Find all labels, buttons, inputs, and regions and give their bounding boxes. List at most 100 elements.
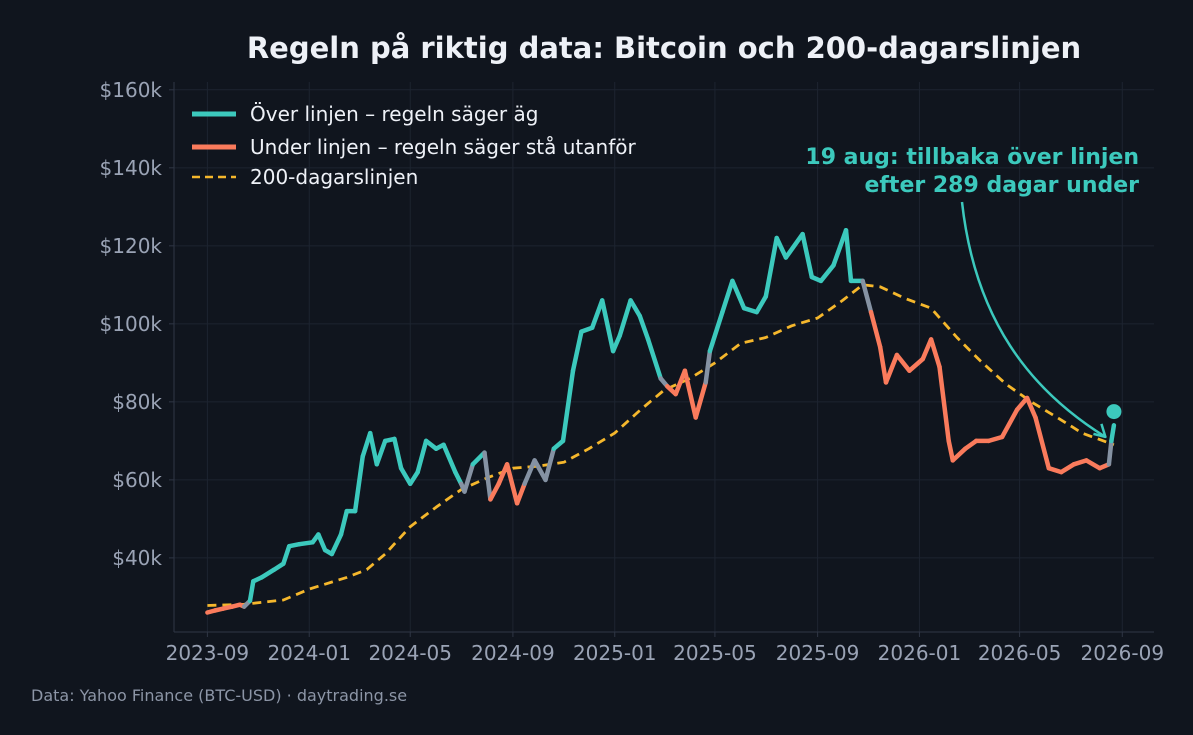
price-segment-above: [763, 235, 779, 299]
price-segment-above: [462, 462, 476, 494]
price-segment-above: [730, 278, 747, 311]
price-segment-above: [589, 298, 605, 330]
annotation-line-2: efter 289 dagar under: [864, 173, 1139, 198]
annotation-arrowhead: [1093, 423, 1107, 439]
x-tick-label: 2023-09: [166, 641, 250, 665]
y-tick-label: $80k: [112, 390, 162, 414]
price-segment-above: [441, 442, 458, 475]
price-segment-below: [877, 344, 889, 385]
x-tick-label: 2025-01: [573, 641, 657, 665]
price-segment-above: [703, 348, 713, 385]
y-tick-label: $40k: [112, 546, 162, 570]
x-tick-label: 2025-05: [673, 641, 757, 665]
source-caption: Data: Yahoo Finance (BTC-USD) · daytradi…: [31, 686, 407, 705]
x-tick-label: 2026-05: [978, 641, 1062, 665]
price-segment-above: [296, 540, 315, 547]
x-tick-label: 2024-01: [267, 641, 351, 665]
y-tick-label: $100k: [100, 312, 163, 336]
price-segment-below: [946, 438, 956, 463]
price-segment-below: [532, 458, 548, 483]
price-segment-above: [329, 532, 344, 557]
price-segment-below: [928, 337, 942, 370]
x-tick-label: 2026-01: [878, 641, 962, 665]
price-segment-above: [367, 430, 380, 467]
price-segment-above: [774, 235, 789, 260]
x-tick-label: 2024-09: [471, 641, 555, 665]
x-tick-label: 2026-09: [1080, 641, 1164, 665]
legend-label-below: Under linjen – regeln säger stå utanför: [250, 135, 636, 159]
price-segment-above: [543, 446, 557, 483]
price-segment-below: [1084, 458, 1102, 471]
price-series: [205, 227, 1122, 615]
price-segment-above: [599, 298, 616, 354]
price-segment-below: [482, 450, 493, 502]
price-segment-above: [407, 469, 420, 487]
price-segment-above: [1109, 423, 1117, 444]
price-segment-above: [645, 337, 663, 381]
price-segment-below: [999, 407, 1020, 440]
price-segment-above: [570, 329, 584, 373]
price-segment-above: [783, 231, 805, 260]
price-segment-above: [720, 278, 735, 315]
price-segment-below: [673, 368, 688, 397]
legend: Över linjen – regeln säger äg Under linj…: [192, 102, 636, 189]
price-segment-below: [514, 481, 527, 506]
price-segment-above: [247, 579, 256, 604]
y-tick-label: $120k: [100, 234, 163, 258]
ma200-line: [207, 283, 1115, 607]
price-segment-below: [504, 462, 520, 506]
price-segment-below: [1024, 395, 1038, 420]
price-segment-above: [831, 227, 849, 268]
price-segment-above: [610, 333, 623, 354]
annotation-arrow: [960, 201, 1107, 438]
price-segment-below: [488, 481, 501, 502]
price-segment-above: [843, 227, 854, 284]
price-segment-above: [338, 508, 350, 537]
price-segment-above: [800, 231, 815, 280]
price-segment-below: [907, 356, 926, 373]
price-segment-below: [868, 309, 883, 350]
price-segment-above: [1106, 438, 1114, 467]
price-segment-above: [352, 454, 365, 514]
price-segment-below: [1059, 462, 1077, 475]
price-segment-above: [637, 313, 651, 342]
price-segment-below: [1033, 415, 1052, 471]
price-segment-below: [883, 352, 900, 385]
price-segment-below: [1014, 395, 1030, 412]
x-tick-label: 2024-05: [368, 641, 452, 665]
y-tick-label: $160k: [100, 78, 163, 102]
price-segment-above: [707, 309, 725, 354]
legend-label-ma200: 200-dagarslinjen: [250, 165, 418, 189]
price-segment-below: [693, 380, 708, 420]
price-segment-below: [986, 434, 1005, 444]
price-segment-below: [937, 364, 951, 444]
price-segment-above: [392, 436, 404, 471]
y-tick-label: $140k: [100, 156, 163, 180]
price-segment-below: [682, 368, 698, 420]
price-segment-below: [894, 352, 912, 373]
price-segment-above: [628, 298, 643, 319]
end-marker: [1106, 404, 1122, 420]
price-segment-above: [316, 532, 328, 553]
ma200-series: [207, 283, 1115, 607]
grid: [174, 82, 1154, 632]
price-segment-above: [818, 263, 836, 284]
price-segment-above: [754, 294, 769, 315]
price-segment-above: [617, 298, 633, 338]
y-tick-label: $60k: [112, 468, 162, 492]
y-axis-ticks: $40k $60k $80k $100k $120k $140k $160k: [100, 78, 174, 570]
legend-label-above: Över linjen – regeln säger äg: [250, 102, 538, 126]
price-segment-above: [415, 438, 429, 475]
price-segment-below: [920, 337, 934, 362]
x-tick-label: 2025-09: [776, 641, 860, 665]
price-segment-above: [259, 567, 277, 580]
x-axis-ticks: 2023-09 2024-01 2024-05 2024-09 2025-01 2025-…: [166, 632, 1164, 665]
price-segment-above: [560, 368, 576, 444]
price-segment-below: [950, 446, 968, 463]
price-segment-above: [281, 543, 292, 566]
annotation: 19 aug: tillbaka över linjen efter 289 d…: [805, 145, 1139, 439]
annotation-line-1: 19 aug: tillbaka över linjen: [805, 145, 1139, 170]
axes: [173, 82, 1154, 633]
